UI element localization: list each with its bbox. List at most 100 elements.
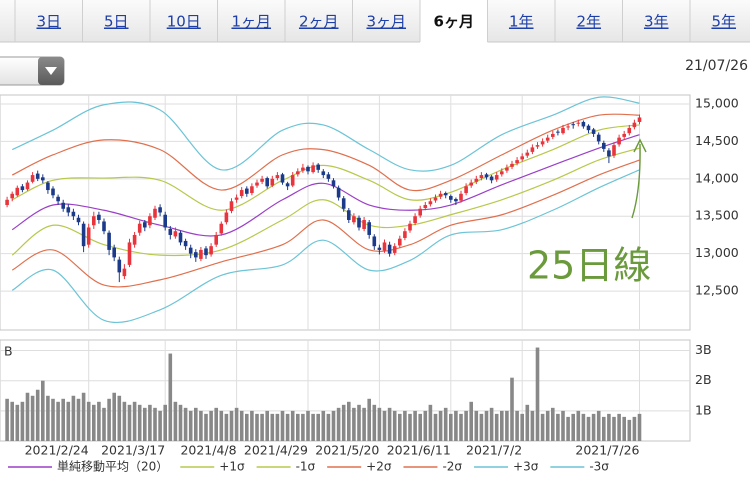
volume-bar bbox=[403, 410, 407, 441]
period-dropdown[interactable] bbox=[0, 56, 65, 86]
candle-body bbox=[403, 231, 407, 238]
period-tab[interactable]: 3ヶ月 bbox=[366, 13, 406, 31]
volume-bar bbox=[347, 401, 351, 441]
period-tab[interactable]: 3日 bbox=[36, 13, 61, 31]
candle-body bbox=[525, 152, 530, 156]
candle-body bbox=[627, 127, 632, 134]
volume-bar bbox=[418, 413, 422, 441]
candle-body bbox=[239, 190, 244, 197]
volume-bar bbox=[331, 410, 336, 441]
volume-bar bbox=[10, 401, 14, 441]
candle-body bbox=[296, 171, 300, 175]
candle-body bbox=[413, 216, 417, 223]
volume-bar bbox=[97, 401, 101, 441]
candle-body bbox=[362, 219, 366, 229]
volume-bar bbox=[372, 404, 377, 441]
candle-body bbox=[326, 174, 331, 179]
period-tab[interactable]: 6ヶ月 bbox=[434, 13, 474, 31]
candle-body bbox=[275, 175, 280, 179]
period-tab[interactable]: 5日 bbox=[104, 13, 129, 31]
candle-body bbox=[622, 133, 626, 137]
volume-bar bbox=[398, 413, 402, 441]
volume-bar bbox=[250, 410, 254, 441]
y-tick-label: 13,000 bbox=[695, 245, 739, 260]
period-tab[interactable]: 2ヶ月 bbox=[299, 13, 339, 31]
volume-bar bbox=[275, 413, 280, 441]
volume-bar bbox=[66, 401, 71, 441]
period-tab[interactable]: 5年 bbox=[711, 13, 736, 31]
candle-body bbox=[505, 167, 509, 171]
candle-body bbox=[183, 240, 188, 247]
volume-bar bbox=[285, 413, 290, 441]
candle-body bbox=[234, 197, 239, 200]
volume-bar bbox=[627, 419, 632, 441]
x-tick-label: 2021/4/29 bbox=[244, 443, 308, 458]
candle-body bbox=[158, 207, 162, 213]
candle-body bbox=[311, 165, 315, 173]
candle-body bbox=[530, 147, 535, 152]
volume-bar bbox=[188, 410, 193, 441]
volume-bar bbox=[321, 410, 326, 441]
candle-body bbox=[56, 196, 60, 202]
candle-body bbox=[510, 163, 514, 167]
volume-bar bbox=[117, 395, 122, 441]
period-tab[interactable]: 3年 bbox=[644, 13, 669, 31]
volume-bar bbox=[173, 401, 178, 441]
candle-body bbox=[15, 187, 20, 196]
volume-bar bbox=[357, 404, 361, 441]
period-tab[interactable]: 1ヶ月 bbox=[231, 13, 271, 31]
volume-bar bbox=[255, 413, 259, 441]
x-tick-label: 2021/6/11 bbox=[387, 443, 451, 458]
volume-bar bbox=[596, 410, 601, 441]
volume-bar bbox=[622, 416, 626, 441]
volume-bar bbox=[61, 398, 65, 441]
candle-body bbox=[347, 210, 351, 220]
volume-bar bbox=[214, 407, 218, 441]
candle-body bbox=[260, 178, 264, 182]
period-tab[interactable]: 1年 bbox=[509, 13, 534, 31]
volume-tick-label: 3B bbox=[695, 342, 712, 357]
y-tick-label: 12,500 bbox=[695, 283, 739, 298]
volume-bar bbox=[362, 407, 366, 441]
volume-bar bbox=[56, 401, 60, 441]
volume-bar bbox=[438, 410, 443, 441]
annotation-text: 25日線 bbox=[527, 244, 651, 288]
volume-bar bbox=[637, 413, 642, 441]
volume-bar bbox=[20, 401, 25, 441]
volume-bar bbox=[163, 404, 167, 441]
y-tick-label: 13,500 bbox=[695, 208, 739, 223]
band-line bbox=[11, 113, 640, 192]
x-tick-label: 2021/7/2 bbox=[466, 443, 522, 458]
candle-body bbox=[556, 131, 560, 133]
candle-body bbox=[86, 227, 91, 245]
volume-bar bbox=[612, 416, 616, 441]
period-tab[interactable]: 2年 bbox=[576, 13, 601, 31]
candle-body bbox=[357, 217, 361, 228]
candle-body bbox=[306, 166, 310, 172]
candle-body bbox=[382, 242, 387, 251]
volume-bar bbox=[464, 410, 468, 441]
candle-body bbox=[438, 193, 443, 197]
y-tick-label: 14,500 bbox=[695, 133, 739, 148]
volume-bar bbox=[219, 410, 224, 441]
candle-body bbox=[336, 187, 341, 198]
candle-body bbox=[10, 193, 14, 199]
candle-body bbox=[576, 122, 581, 124]
volume-bar bbox=[520, 413, 524, 441]
price-panel bbox=[0, 94, 691, 331]
candle-body bbox=[464, 186, 468, 194]
volume-bar bbox=[469, 401, 473, 441]
volume-bar bbox=[551, 407, 555, 441]
period-tab[interactable]: 10日 bbox=[167, 13, 201, 31]
volume-bar bbox=[209, 410, 213, 441]
volume-bar bbox=[392, 410, 397, 441]
legend-label: +2σ bbox=[366, 460, 392, 474]
candle-body bbox=[265, 178, 269, 187]
candle-body bbox=[408, 223, 412, 231]
candle-body bbox=[474, 178, 479, 182]
volume-bar bbox=[132, 401, 137, 441]
volume-bar bbox=[336, 407, 341, 441]
volume-bar bbox=[5, 398, 9, 441]
candle-body bbox=[107, 232, 111, 250]
